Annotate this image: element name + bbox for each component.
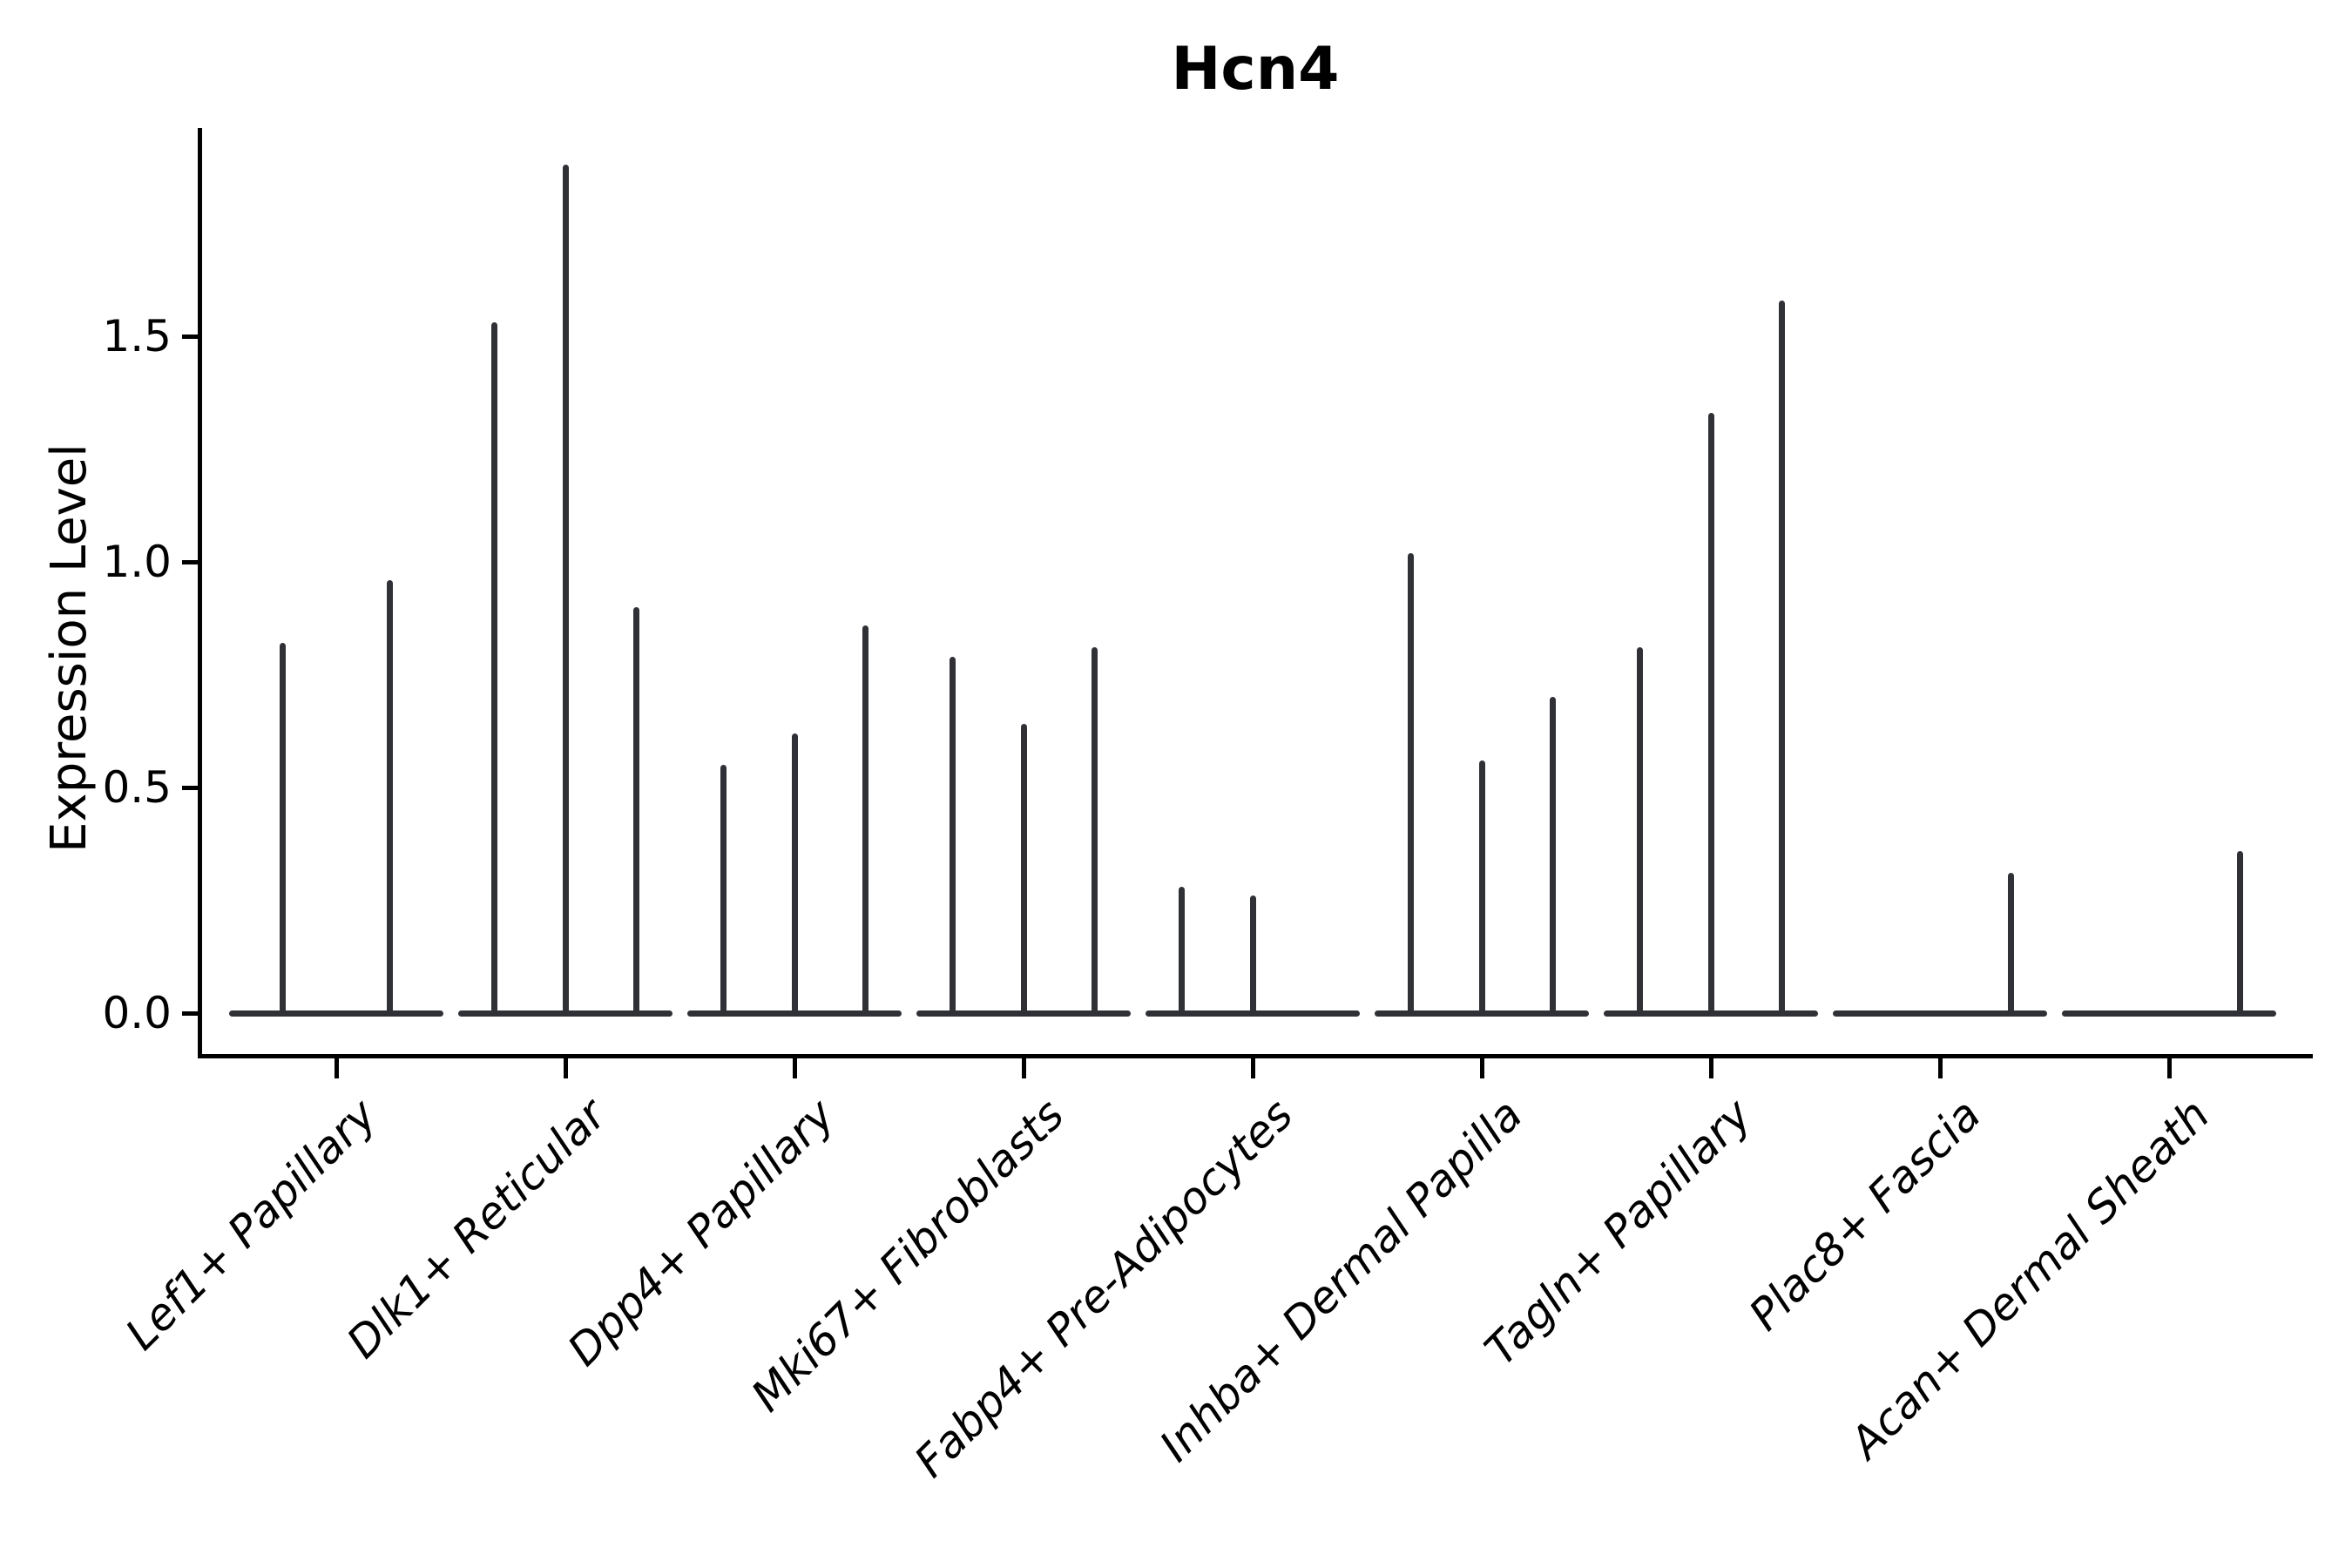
y-tick-mark: [182, 334, 198, 339]
violin-spike: [2008, 873, 2015, 1013]
violin-spike: [1636, 647, 1643, 1013]
y-tick-mark: [182, 559, 198, 564]
violin-baseline: [1146, 1010, 1360, 1017]
violin-baseline: [1604, 1010, 1818, 1017]
x-tick-mark: [2166, 1056, 2172, 1078]
violin-spike: [1779, 300, 1786, 1013]
violin-spike: [490, 322, 497, 1013]
x-tick-mark: [792, 1056, 797, 1078]
violin-spike: [1407, 552, 1414, 1013]
x-tick-mark: [334, 1056, 339, 1078]
violin-spike: [1478, 760, 1485, 1013]
y-axis-label: Expression Level: [41, 443, 98, 853]
y-tick-label: 0.5: [102, 762, 172, 813]
violin-spike: [1178, 886, 1185, 1013]
violin-spike: [1550, 697, 1557, 1013]
x-tick-mark: [1021, 1056, 1026, 1078]
violin-baseline: [458, 1010, 672, 1017]
violin-spike: [720, 765, 727, 1013]
chart-title: Hcn4: [1171, 35, 1340, 104]
violin-spike: [949, 656, 956, 1013]
violin-baseline: [916, 1010, 1131, 1017]
x-axis-spine: [198, 1054, 2313, 1058]
violin-spike: [1020, 724, 1027, 1013]
violin-spike: [633, 606, 640, 1013]
violin-spike: [562, 165, 569, 1013]
y-tick-mark: [182, 785, 198, 790]
violin-baseline: [1375, 1010, 1589, 1017]
y-tick-label: 1.5: [102, 311, 172, 362]
y-axis-spine: [198, 128, 202, 1058]
violin-spike: [1092, 647, 1098, 1013]
x-tick-label: Lef1+ Papillary: [116, 1089, 387, 1360]
violin-baseline: [687, 1010, 902, 1017]
violin-spike: [2237, 850, 2244, 1013]
y-tick-mark: [182, 1010, 198, 1016]
y-tick-label: 1.0: [102, 537, 172, 587]
violin-spike: [1249, 896, 1256, 1013]
violin-spike: [791, 733, 798, 1013]
x-tick-label: Plac8+ Fascia: [1739, 1089, 1990, 1341]
x-tick-mark: [563, 1056, 568, 1078]
violin-baseline: [229, 1010, 443, 1017]
y-tick-label: 0.0: [102, 988, 172, 1038]
violin-spike: [387, 579, 393, 1013]
x-tick-mark: [1937, 1056, 1943, 1078]
violin-baseline: [1833, 1010, 2047, 1017]
violin-spike: [862, 625, 869, 1013]
x-tick-label: Fabp4+ Pre-Adipocytes: [905, 1089, 1303, 1488]
x-tick-mark: [1708, 1056, 1713, 1078]
violin-baseline: [2062, 1010, 2276, 1017]
x-tick-mark: [1479, 1056, 1484, 1078]
violin-spike: [280, 643, 286, 1013]
x-tick-mark: [1250, 1056, 1255, 1078]
violin-spike: [1707, 413, 1714, 1013]
